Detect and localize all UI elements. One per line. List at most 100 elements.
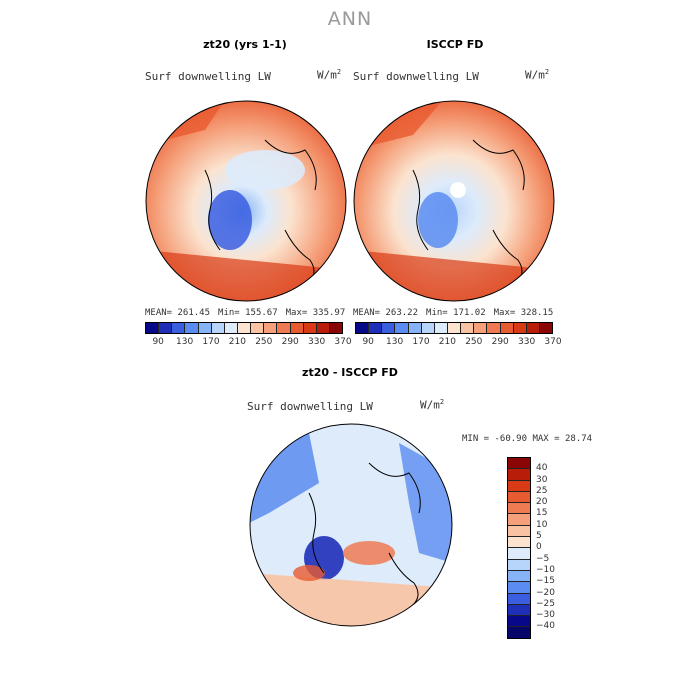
- panel1-arctic-cold: [225, 150, 305, 190]
- panel1-colorbar-tick-label: 370: [334, 337, 352, 347]
- panel1-colorbar-tick-label: 170: [202, 337, 220, 347]
- diff-colorbar-swatch: [508, 593, 530, 605]
- diff-coastlines: [308, 462, 421, 609]
- panel2-colorbar-tick-label: 170: [412, 337, 430, 347]
- panel1-max: Max= 335.97: [285, 308, 346, 318]
- diff-colorbar-tick-label: 0: [536, 542, 542, 553]
- panel2-colorbar: 90 130 170 210 250 290 330 370: [355, 322, 562, 349]
- panel2-colorbar-swatch: [539, 323, 553, 333]
- diff-colorbar-tick-label: −5: [536, 553, 550, 564]
- panel1-colorbar-swatch: [303, 323, 317, 333]
- panel2-colorbar-swatch: [474, 323, 488, 333]
- panel1-colorbar-tick-label: 290: [281, 337, 299, 347]
- panel1-stats: MEAN= 261.45 Min= 155.67 Max= 335.97: [145, 308, 353, 318]
- panel2-colorbar-swatch: [408, 323, 422, 333]
- diff-colorbar-swatch: [508, 469, 530, 481]
- diff-panel-variable: Surf downwelling LW: [247, 400, 373, 413]
- diff-colorbar-tick-label: 40: [536, 463, 548, 474]
- panel2-colorbar-swatch: [382, 323, 396, 333]
- panel2-colorbar-swatch: [434, 323, 448, 333]
- panel1-colorbar-swatch: [224, 323, 238, 333]
- diff-colorbar-tick-label: 25: [536, 485, 548, 496]
- panel1-colorbar-swatch: [316, 323, 330, 333]
- diff-colorbar-tick-label: 30: [536, 474, 548, 485]
- panel1-colorbar-tick-label: 90: [152, 337, 164, 347]
- panel1-greenland-cold: [208, 190, 252, 250]
- diff-colorbar-swatch: [508, 514, 530, 526]
- panel1-title: zt20 (yrs 1-1): [203, 38, 287, 51]
- panel2-colorbar-tick-label: 90: [362, 337, 374, 347]
- panel2-stats: MEAN= 263.22 Min= 171.02 Max= 328.15: [353, 308, 561, 318]
- diff-colorbar-swatch: [508, 582, 530, 594]
- panel2-colorbar-swatch: [500, 323, 514, 333]
- panel2-colorbar-swatch: [447, 323, 462, 333]
- diff-panel-title: zt20 - ISCCP FD: [302, 366, 398, 379]
- panel1-colorbar-swatch: [237, 323, 252, 333]
- panel1-variable: Surf downwelling LW: [145, 70, 271, 83]
- panel2-colorbar-tick-label: 130: [386, 337, 404, 347]
- panel2-colorbar-swatch: [356, 323, 370, 333]
- panel1-units: W/m2: [317, 68, 342, 82]
- diff-colorbar-swatch: [508, 491, 530, 504]
- diff-polar-map: [249, 423, 453, 627]
- panel2-colorbar-tick-label: 330: [518, 337, 536, 347]
- diff-colorbar-swatch: [508, 570, 530, 583]
- diff-colorbar-tick-label: −15: [536, 576, 555, 587]
- panel2-pole-gap: [450, 182, 466, 198]
- panel1-colorbar-swatch: [329, 323, 343, 333]
- diff-colorbar-swatch: [508, 627, 530, 638]
- diff-colorbar-swatch: [508, 548, 530, 560]
- diff-warm-patch: [293, 565, 325, 581]
- diff-colorbar-tick-label: −30: [536, 610, 555, 621]
- panel1-colorbar-swatch: [264, 323, 278, 333]
- diff-colorbar-tick-label: 5: [536, 531, 542, 542]
- diff-colorbar-tick-label: −40: [536, 621, 555, 632]
- panel2-colorbar-swatch: [461, 323, 475, 333]
- diff-colorbar-swatch: [508, 503, 530, 515]
- panel2-colorbar-tick-label: 370: [544, 337, 562, 347]
- diff-colorbar-tick-label: 20: [536, 497, 548, 508]
- panel1-colorbar-swatch: [185, 323, 199, 333]
- diff-colorbar-tick-label: −25: [536, 598, 555, 609]
- panel2-colorbar-swatch: [395, 323, 409, 333]
- panel2-colorbar-tick-label: 210: [438, 337, 456, 347]
- diff-colorbar-swatch: [508, 537, 530, 549]
- diff-atlantic-warm: [343, 541, 395, 565]
- diff-colorbar-tick-label: −20: [536, 587, 555, 598]
- diff-minmax: MIN = -60.90 MAX = 28.74: [462, 434, 593, 444]
- panel2-polar-map: [353, 100, 555, 302]
- panel2-variable: Surf downwelling LW: [353, 70, 479, 83]
- panel1-colorbar-swatch: [159, 323, 173, 333]
- panel1-colorbar-swatch: [198, 323, 212, 333]
- panel2-mean: MEAN= 263.22: [353, 308, 419, 318]
- diff-colorbar-tick-label: −10: [536, 564, 555, 575]
- panel2-colorbar-tick-label: 250: [465, 337, 483, 347]
- panel2-title: ISCCP FD: [426, 38, 484, 51]
- panel2-colorbar-swatch: [487, 323, 501, 333]
- panel2-colorbar-swatch: [526, 323, 540, 333]
- panel2-max: Max= 328.15: [493, 308, 554, 318]
- panel1-colorbar-swatch: [251, 323, 265, 333]
- figure-title: ANN: [327, 8, 373, 30]
- panel1-colorbar-swatch: [146, 323, 160, 333]
- panel1-colorbar-swatch: [290, 323, 304, 333]
- diff-colorbar-swatch: [508, 559, 530, 571]
- panel2-colorbar-tick-label: 290: [491, 337, 509, 347]
- diff-colorbar: 40 30 25 20 15 10 5 0 −5 −10 −15 −20 −25 −30 −40: [507, 457, 576, 639]
- panel1-colorbar: 90 130 170 210 250 290 330 370: [145, 322, 352, 349]
- diff-colorbar-swatch: [508, 616, 530, 628]
- panel1-colorbar-tick-label: 210: [228, 337, 246, 347]
- panel1-colorbar-swatch: [211, 323, 225, 333]
- panel2-colorbar-swatch: [369, 323, 383, 333]
- panel2-min: Min= 171.02: [426, 308, 486, 318]
- panel1-colorbar-tick-label: 250: [255, 337, 273, 347]
- panel2-colorbar-swatch: [421, 323, 435, 333]
- panel2-greenland-cold: [418, 192, 458, 248]
- panel1-colorbar-tick-label: 330: [308, 337, 326, 347]
- panel1-colorbar-swatch: [172, 323, 186, 333]
- panel1-colorbar-swatch: [277, 323, 291, 333]
- diff-colorbar-tick-label: 15: [536, 508, 548, 519]
- panel2-colorbar-swatch: [513, 323, 527, 333]
- panel1-polar-map: [145, 100, 347, 302]
- diff-panel-units: W/m2: [420, 398, 445, 412]
